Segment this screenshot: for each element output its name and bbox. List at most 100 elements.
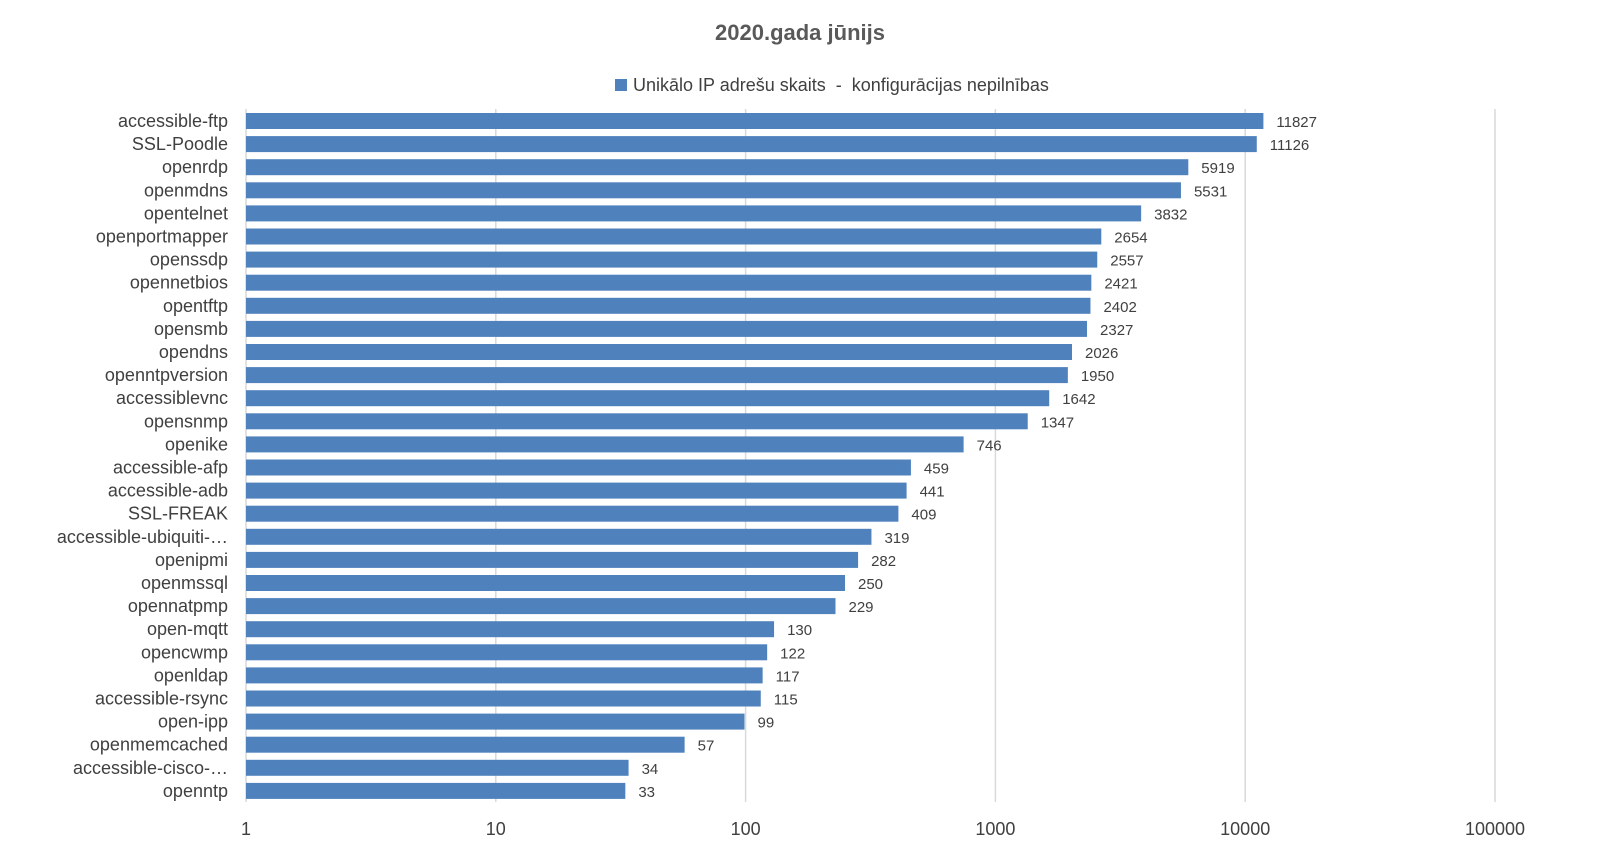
bar	[246, 551, 859, 568]
bar	[246, 205, 1142, 222]
category-label: opensmb	[154, 319, 228, 339]
x-tick-label: 100	[731, 819, 761, 839]
gridlines	[245, 109, 1496, 802]
category-label: openmemcached	[90, 735, 228, 755]
bar	[246, 782, 626, 799]
value-label: 1642	[1062, 391, 1095, 408]
category-label: openmdns	[144, 180, 228, 200]
bar	[246, 251, 1098, 268]
category-label: opennetbios	[130, 273, 228, 293]
legend: Unikālo IP adrešu skaits - konfigurācija…	[615, 75, 1049, 95]
bar	[246, 736, 685, 753]
category-label: openrdp	[162, 157, 228, 177]
bar	[246, 459, 911, 476]
bar	[246, 228, 1102, 245]
bar	[246, 113, 1264, 129]
value-label: 99	[758, 715, 775, 732]
value-labels: 11827 11126 5919 5531 3832 2654 2557 2421 2402 23…	[638, 114, 1317, 801]
category-labels: accessible-ftp SSL-Poodle openrdp openmdns o…	[57, 111, 228, 801]
value-label: 2654	[1114, 230, 1147, 247]
value-label: 746	[977, 437, 1002, 454]
bar	[246, 505, 899, 522]
bar	[246, 575, 846, 591]
category-label: openntpversion	[105, 365, 228, 385]
value-label: 459	[924, 461, 949, 478]
value-label: 130	[787, 622, 812, 639]
value-label: 33	[638, 784, 655, 801]
bar	[246, 759, 629, 776]
bar	[246, 667, 763, 684]
category-label: openike	[165, 434, 228, 454]
bar	[246, 598, 836, 615]
bar	[246, 713, 745, 730]
category-label: opencwmp	[141, 642, 228, 662]
value-label: 11827	[1276, 114, 1317, 131]
category-label: opensnmp	[144, 411, 228, 431]
x-tick-label: 100000	[1465, 819, 1525, 839]
bar	[246, 320, 1088, 337]
value-label: 2327	[1100, 322, 1133, 339]
category-label: SSL-FREAK	[128, 504, 228, 524]
legend-swatch	[615, 79, 627, 91]
category-label: accessible-cisco-…	[73, 758, 228, 778]
bar	[246, 182, 1181, 199]
value-label: 117	[776, 668, 800, 685]
value-label: 34	[642, 761, 659, 778]
value-label: 2421	[1104, 276, 1137, 293]
category-label: opennatpmp	[128, 596, 228, 616]
category-label: opentftp	[163, 296, 228, 316]
value-label: 11126	[1270, 137, 1310, 154]
x-tick-label: 1000	[975, 819, 1015, 839]
value-label: 1950	[1081, 368, 1114, 385]
category-label: opendns	[159, 342, 228, 362]
bar	[246, 274, 1092, 291]
bar	[246, 413, 1028, 430]
bar	[246, 621, 775, 638]
bar	[246, 297, 1091, 314]
value-label: 5919	[1201, 160, 1234, 177]
bar	[246, 344, 1072, 360]
bar	[246, 159, 1189, 176]
bars	[246, 113, 1264, 799]
bar	[246, 136, 1257, 153]
category-label: openmssql	[141, 573, 228, 593]
category-label: openipmi	[155, 550, 228, 570]
value-label: 2026	[1085, 345, 1118, 362]
x-tick-label: 10	[486, 819, 506, 839]
category-label: accessible-rsync	[95, 689, 228, 709]
value-label: 3832	[1154, 206, 1187, 223]
bar	[246, 390, 1050, 407]
category-label: openntp	[163, 781, 228, 801]
bar	[246, 482, 907, 499]
category-label: opentelnet	[144, 203, 228, 223]
category-label: SSL-Poodle	[132, 134, 228, 154]
value-label: 409	[911, 507, 936, 524]
category-label: accessiblevnc	[116, 388, 228, 408]
category-label: openldap	[154, 665, 228, 685]
category-label: accessible-ubiquiti-…	[57, 527, 228, 547]
value-label: 2557	[1110, 253, 1143, 270]
category-label: openssdp	[150, 250, 228, 270]
chart-title: 2020.gada jūnijs	[715, 20, 885, 45]
value-label: 441	[920, 484, 945, 501]
category-label: openportmapper	[96, 227, 228, 247]
value-label: 57	[698, 738, 715, 755]
legend-label: Unikālo IP adrešu skaits - konfigurācija…	[633, 75, 1049, 95]
value-label: 5531	[1194, 183, 1227, 200]
value-label: 2402	[1103, 299, 1136, 316]
category-label: accessible-afp	[113, 458, 228, 478]
value-label: 282	[871, 553, 896, 570]
value-label: 250	[858, 576, 883, 593]
x-tick-label: 10000	[1220, 819, 1270, 839]
bar	[246, 367, 1068, 384]
value-label: 229	[848, 599, 873, 616]
category-label: open-ipp	[158, 712, 228, 732]
x-tick-label: 1	[241, 819, 251, 839]
value-label: 319	[884, 530, 909, 547]
category-label: accessible-ftp	[118, 111, 228, 131]
x-axis-tick-labels: 1 10 100 1000 10000 100000	[241, 819, 1525, 839]
bar	[246, 528, 872, 545]
bar	[246, 436, 964, 453]
